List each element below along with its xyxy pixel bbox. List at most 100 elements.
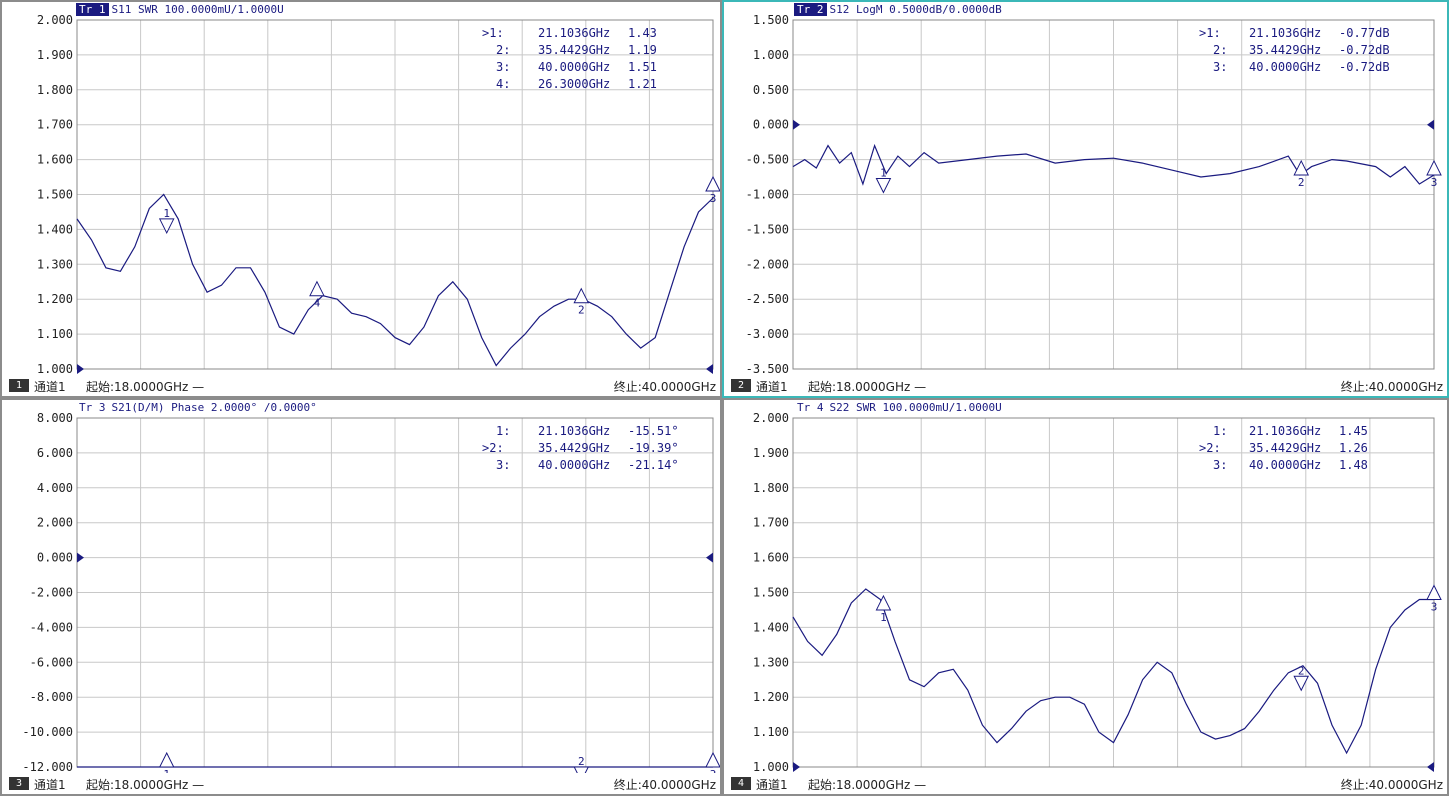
marker-number-label: 3 xyxy=(1431,176,1438,189)
y-tick-label: 6.000 xyxy=(37,446,73,460)
plot-area[interactable]: 2.000 1.900 1.800 1.700 1.600 1.500 1.400 1.300… xyxy=(2,2,720,376)
marker-1-value: 1.45 xyxy=(1339,424,1368,438)
marker-up-icon xyxy=(705,175,720,192)
start-frequency[interactable]: 起始:18.0000GHz — xyxy=(808,778,927,792)
marker-up-icon xyxy=(1426,159,1442,176)
marker-up-icon xyxy=(1293,159,1310,176)
marker-1-value: -15.51° xyxy=(628,424,679,438)
marker-number-label: 2 xyxy=(578,304,585,317)
marker-1-freq: 21.1036GHz xyxy=(538,424,611,438)
channel-footer: 3 通道1 起始:18.0000GHz — 终止:40.0000GHz xyxy=(2,773,720,794)
marker-1-value: 1.43 xyxy=(628,26,657,40)
marker-2-value: -0.72dB xyxy=(1339,43,1390,57)
y-tick-label: 1.500 xyxy=(37,188,73,202)
marker-up-icon xyxy=(1426,584,1442,600)
y-tick-label: 1.100 xyxy=(37,327,73,341)
trace-title[interactable]: Tr 3 S21(D/M) Phase 2.0000° /0.0000° xyxy=(76,401,320,414)
plot-area[interactable]: 2.000 1.900 1.800 1.700 1.600 1.500 1.400 1.300… xyxy=(724,400,1447,774)
y-tick-label: -10.000 xyxy=(22,725,73,739)
marker-2-id: >2: xyxy=(482,441,504,455)
channel-footer: 2 通道1 起始:18.0000GHz — 终止:40.0000GHz xyxy=(724,375,1447,396)
marker-number-label: 1 xyxy=(163,768,170,774)
y-tick-label: -4.000 xyxy=(30,620,73,634)
y-tick-label: 1.200 xyxy=(753,690,789,704)
trace-label: Tr 2 xyxy=(794,3,827,16)
trace-window-3[interactable]: 8.000 6.000 4.000 2.000 0.000 -2.000 -4.000 -6.… xyxy=(0,398,722,796)
plot-area[interactable]: 8.000 6.000 4.000 2.000 0.000 -2.000 -4.000 -6.… xyxy=(2,400,720,774)
marker-2-value: 1.19 xyxy=(628,43,657,57)
channel-number-badge[interactable]: 3 xyxy=(9,777,29,790)
y-tick-label: 1.000 xyxy=(753,48,789,62)
trace-window-2[interactable]: 1.500 1.000 0.500 0.000 -0.500 -1.000 -1.500 -2… xyxy=(722,0,1449,398)
channel-name: 通道1 xyxy=(756,380,788,394)
trace-title[interactable]: Tr 2 S12 LogM 0.5000dB/0.0000dB xyxy=(794,3,1005,16)
marker-1-freq: 21.1036GHz xyxy=(538,26,611,40)
y-tick-label: -1.000 xyxy=(746,188,789,202)
y-tick-label: 1.300 xyxy=(37,257,73,271)
start-frequency[interactable]: 起始:18.0000GHz — xyxy=(86,778,205,792)
marker-2-freq: 35.4429GHz xyxy=(1249,441,1322,455)
marker-up-icon xyxy=(875,594,892,611)
marker-2-freq: 35.4429GHz xyxy=(1249,43,1322,57)
start-frequency[interactable]: 起始:18.0000GHz — xyxy=(808,380,927,394)
trace-setting: S21(D/M) Phase 2.0000° /0.0000° xyxy=(111,401,317,414)
trace-title[interactable]: Tr 1 S11 SWR 100.0000mU/1.0000U xyxy=(76,3,287,16)
stop-frequency[interactable]: 终止:40.0000GHz xyxy=(1340,380,1443,394)
marker-1-id: 1: xyxy=(1213,424,1228,438)
marker-3-freq: 40.0000GHz xyxy=(1249,60,1322,74)
trace-setting: S22 SWR 100.0000mU/1.0000U xyxy=(829,401,1002,414)
trace-line xyxy=(76,193,714,367)
marker-up-icon xyxy=(705,751,720,768)
marker-down-icon xyxy=(158,218,175,235)
marker-number-label: 4 xyxy=(314,297,321,310)
plot-frame xyxy=(76,19,714,370)
channel-footer: 4 通道1 起始:18.0000GHz — 终止:40.0000GHz xyxy=(724,773,1447,794)
channel-number-badge[interactable]: 4 xyxy=(731,777,751,790)
marker-2-id: >2: xyxy=(1199,441,1221,455)
y-tick-label: 1.600 xyxy=(37,153,73,167)
trace-label: Tr 1 xyxy=(76,3,109,16)
plot-frame xyxy=(792,19,1435,370)
reference-level-right-icon xyxy=(706,364,713,374)
marker-3-freq: 40.0000GHz xyxy=(538,60,611,74)
marker-down-icon xyxy=(875,177,892,194)
channel-number-badge[interactable]: 1 xyxy=(9,379,29,392)
trace-title[interactable]: Tr 4 S22 SWR 100.0000mU/1.0000U xyxy=(794,401,1005,414)
plot-area[interactable]: 1.500 1.000 0.500 0.000 -0.500 -1.000 -1.500 -2… xyxy=(724,2,1447,376)
marker-3-id: 3: xyxy=(496,60,511,74)
marker-number-label: 3 xyxy=(710,768,717,774)
marker-number-label: 1 xyxy=(880,166,887,179)
trace-window-4[interactable]: 2.000 1.900 1.800 1.700 1.600 1.500 1.400 1.300… xyxy=(722,398,1449,796)
marker-3-freq: 40.0000GHz xyxy=(538,458,611,472)
marker-number-label: 3 xyxy=(710,192,717,205)
trace-label: Tr 4 xyxy=(797,401,824,414)
stop-frequency[interactable]: 终止:40.0000GHz xyxy=(613,380,716,394)
channel-name: 通道1 xyxy=(34,778,66,792)
marker-number-label: 2 xyxy=(578,755,585,768)
stop-frequency[interactable]: 终止:40.0000GHz xyxy=(613,778,716,792)
y-tick-label: 1.400 xyxy=(753,620,789,634)
y-tick-label: -12.000 xyxy=(22,760,73,774)
channel-footer: 1 通道1 起始:18.0000GHz — 终止:40.0000GHz xyxy=(2,375,720,396)
y-tick-label: 1.100 xyxy=(753,725,789,739)
y-tick-label: 1.400 xyxy=(37,222,73,236)
marker-3-value: 1.48 xyxy=(1339,458,1368,472)
y-tick-label: -3.000 xyxy=(746,327,789,341)
y-tick-label: 0.000 xyxy=(37,551,73,565)
y-tick-label: 2.000 xyxy=(753,411,789,425)
y-tick-label: 1.500 xyxy=(753,13,789,27)
marker-3-id: 3: xyxy=(1213,60,1228,74)
marker-down-icon xyxy=(573,766,590,774)
stop-frequency[interactable]: 终止:40.0000GHz xyxy=(1340,778,1443,792)
y-tick-label: 1.000 xyxy=(37,362,73,376)
marker-2-value: -19.39° xyxy=(628,441,679,455)
start-frequency[interactable]: 起始:18.0000GHz — xyxy=(86,380,205,394)
marker-2-freq: 35.4429GHz xyxy=(538,441,611,455)
y-tick-label: -2.000 xyxy=(30,586,73,600)
channel-number-badge[interactable]: 2 xyxy=(731,379,751,392)
marker-3-value: -21.14° xyxy=(628,458,679,472)
trace-window-1[interactable]: 2.000 1.900 1.800 1.700 1.600 1.500 1.400 1.300… xyxy=(0,0,722,398)
marker-3-id: 3: xyxy=(496,458,511,472)
marker-up-icon xyxy=(573,287,590,304)
y-tick-label: 1.800 xyxy=(753,481,789,495)
